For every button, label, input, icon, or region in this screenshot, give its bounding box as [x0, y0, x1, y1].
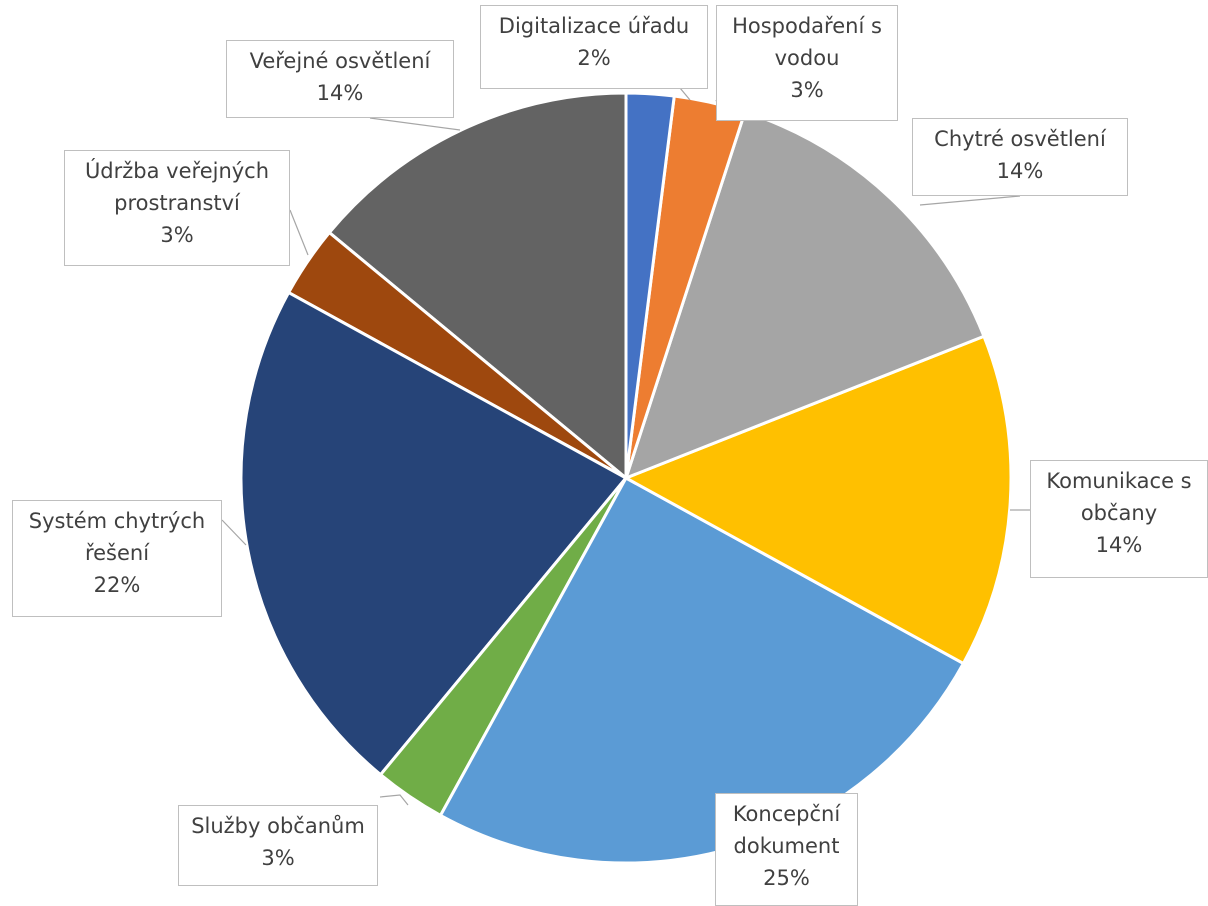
value-label: 3% [160, 223, 194, 247]
category-label: Digitalizace úřadu [498, 14, 690, 38]
value-label: 22% [93, 573, 141, 597]
data-label: Údržba veřejných prostranství 3% [64, 150, 290, 266]
value-label: 25% [763, 866, 810, 890]
value-label: 14% [996, 159, 1044, 183]
category-label: Komunikace s občany [1046, 469, 1192, 525]
data-label: Hospodaření s vodou 3% [716, 5, 898, 121]
value-label: 3% [261, 846, 295, 870]
value-label: 3% [790, 78, 824, 102]
data-label: Digitalizace úřadu 2% [480, 5, 708, 89]
data-label: Služby občanům 3% [178, 805, 378, 886]
category-label: Údržba veřejných prostranství [84, 159, 270, 215]
leader-line [379, 794, 409, 806]
data-label: Veřejné osvětlení 14% [226, 40, 454, 118]
pie-slice [327, 91, 628, 482]
category-label: Hospodaření s vodou [732, 14, 882, 70]
value-label: 14% [1095, 533, 1143, 557]
leader-line [369, 117, 461, 131]
leader-lines [221, 87, 1030, 806]
pie-slice [624, 91, 676, 479]
category-label: Veřejné osvětlení [249, 49, 431, 73]
category-label: Chytré osvětlení [934, 127, 1106, 151]
value-label: 2% [577, 46, 611, 70]
category-label: Systém chytrých řešení [28, 509, 206, 565]
category-label: Služby občanům [191, 814, 365, 838]
category-label: Koncepční dokument [732, 802, 841, 858]
data-label: Komunikace s občany 14% [1030, 460, 1208, 578]
leader-line [289, 209, 309, 256]
pie-slice [622, 334, 1013, 666]
data-label: Systém chytrých řešení 22% [12, 500, 222, 617]
data-label: Koncepční dokument 25% [715, 793, 858, 906]
leader-line [919, 195, 1021, 206]
leader-line [221, 519, 247, 546]
data-label: Chytré osvětlení 14% [912, 118, 1128, 196]
value-label: 14% [316, 81, 364, 105]
pie-slice [239, 290, 629, 777]
